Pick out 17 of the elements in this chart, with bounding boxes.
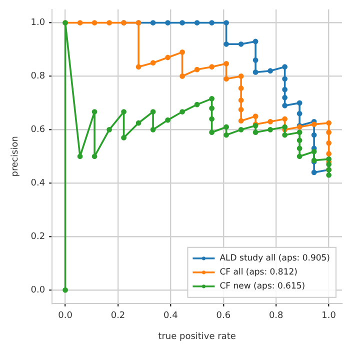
legend-label: CF new (aps: 0.615)	[220, 282, 306, 292]
x-tick-label: 0.2	[110, 311, 126, 322]
x-tick-label: 0.6	[216, 311, 231, 322]
y-axis-title: precision	[10, 136, 21, 177]
y-tick-label: 1.0	[30, 18, 46, 28]
legend-label: ALD study all (aps: 0.905)	[220, 254, 330, 264]
x-tick-label: 0.0	[58, 311, 73, 322]
y-tick-label: 0.6	[30, 125, 46, 136]
legend-label: CF all (aps: 0.812)	[220, 268, 298, 278]
x-axis-title: true positive rate	[158, 332, 236, 342]
y-tick-label: 0.0	[30, 285, 46, 296]
y-tick-label: 0.2	[30, 232, 46, 242]
x-tick-label: 1.0	[322, 311, 336, 322]
x-tick-label: 0.4	[164, 311, 178, 322]
y-tick-label: 0.4	[30, 178, 46, 188]
x-tick-label: 0.8	[268, 311, 284, 322]
y-tick-label: 0.8	[30, 72, 46, 82]
